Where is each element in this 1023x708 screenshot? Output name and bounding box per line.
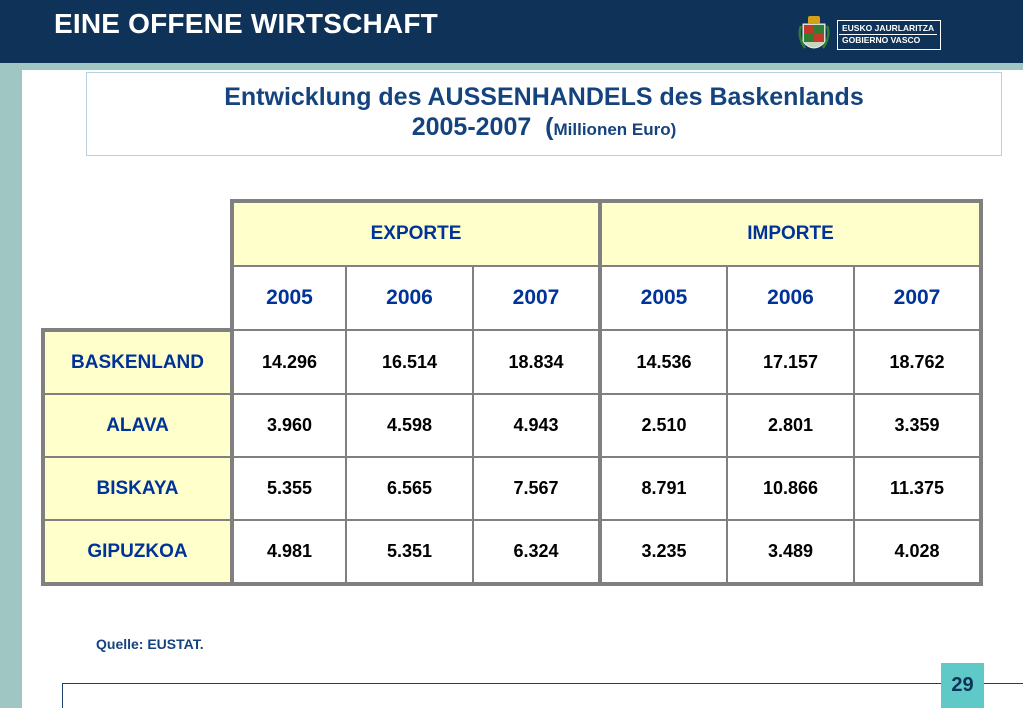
slide-paren: (: [545, 113, 554, 141]
row-label: GIPUZKOA: [41, 519, 233, 586]
slide-subtitle: 2005-2007 (Millionen Euro): [87, 112, 1001, 145]
slide-title-box: Entwicklung des AUSSENHANDELS des Basken…: [86, 72, 1002, 156]
table-cell: 16.514: [345, 329, 474, 395]
table-cell: 3.235: [598, 519, 728, 586]
logo-line-1: EUSKO JAURLARITZA: [842, 23, 935, 33]
table-cell: 2.801: [726, 393, 855, 458]
source-note: Quelle: EUSTAT.: [96, 636, 204, 652]
logo-divider: [839, 34, 937, 35]
table-cell: 14.296: [230, 329, 347, 395]
table-row: BISKAYA 5.355 6.565 7.567 8.791 10.866 1…: [41, 456, 983, 521]
table-cell: 2.510: [598, 393, 728, 458]
table-cell: 6.565: [345, 456, 474, 521]
table-cell: 3.359: [853, 393, 983, 458]
year-header: 2006: [345, 265, 474, 331]
table-cell: 7.567: [472, 456, 601, 521]
row-label: ALAVA: [41, 393, 233, 458]
table-cell: 5.355: [230, 456, 347, 521]
page-number-badge: 29: [941, 663, 984, 708]
government-logo: EUSKO JAURLARITZA GOBIERNO VASCO: [795, 14, 945, 56]
table-cell: 6.324: [472, 519, 601, 586]
year-header: 2007: [472, 265, 601, 331]
header-stripe: [0, 63, 1023, 70]
row-label: BISKAYA: [41, 456, 233, 521]
slide-title: Entwicklung des AUSSENHANDELS des Basken…: [224, 83, 864, 111]
group-header-exports: EXPORTE: [230, 199, 601, 267]
coat-of-arms-icon: [798, 16, 830, 49]
table-cell: 8.791: [598, 456, 728, 521]
table-cell: 11.375: [853, 456, 983, 521]
table-cell: 4.028: [853, 519, 983, 586]
footer-divider: [62, 683, 1023, 684]
group-header-imports: IMPORTE: [598, 199, 983, 267]
table-cell: 10.866: [726, 456, 855, 521]
table-cell: 5.351: [345, 519, 474, 586]
table-cell: 14.536: [598, 329, 728, 395]
year-header: 2007: [853, 265, 983, 331]
table-corner: [43, 266, 232, 330]
table-corner: [43, 201, 232, 266]
slide-unit: Millionen Euro): [553, 120, 677, 139]
table-cell: 4.981: [230, 519, 347, 586]
page-title: EINE OFFENE WIRTSCHAFT: [54, 8, 438, 39]
header-bar: EINE OFFENE WIRTSCHAFT EUSKO JAURLARITZA…: [0, 0, 1023, 63]
table-cell: 3.489: [726, 519, 855, 586]
slide-years: 2005-2007: [411, 113, 532, 141]
year-header: 2005: [230, 265, 347, 331]
table-cell: 18.834: [472, 329, 601, 395]
footer-tick: [62, 683, 63, 708]
table-cell: 17.157: [726, 329, 855, 395]
logo-line-2: GOBIERNO VASCO: [842, 35, 921, 45]
trade-table: EXPORTE IMPORTE 2005 2006 2007 2005 2006…: [41, 199, 983, 586]
table-row: ALAVA 3.960 4.598 4.943 2.510 2.801 3.35…: [41, 393, 983, 458]
left-stripe: [0, 70, 22, 708]
table-row: GIPUZKOA 4.981 5.351 6.324 3.235 3.489 4…: [41, 519, 983, 586]
table-cell: 4.943: [472, 393, 601, 458]
year-header: 2006: [726, 265, 855, 331]
row-label: BASKENLAND: [41, 328, 233, 395]
government-logo-text: EUSKO JAURLARITZA GOBIERNO VASCO: [837, 20, 941, 50]
year-header: 2005: [598, 265, 728, 331]
table-row: BASKENLAND 14.296 16.514 18.834 14.536 1…: [41, 328, 983, 395]
table-cell: 4.598: [345, 393, 474, 458]
table-cell: 3.960: [230, 393, 347, 458]
table-cell: 18.762: [853, 329, 983, 395]
